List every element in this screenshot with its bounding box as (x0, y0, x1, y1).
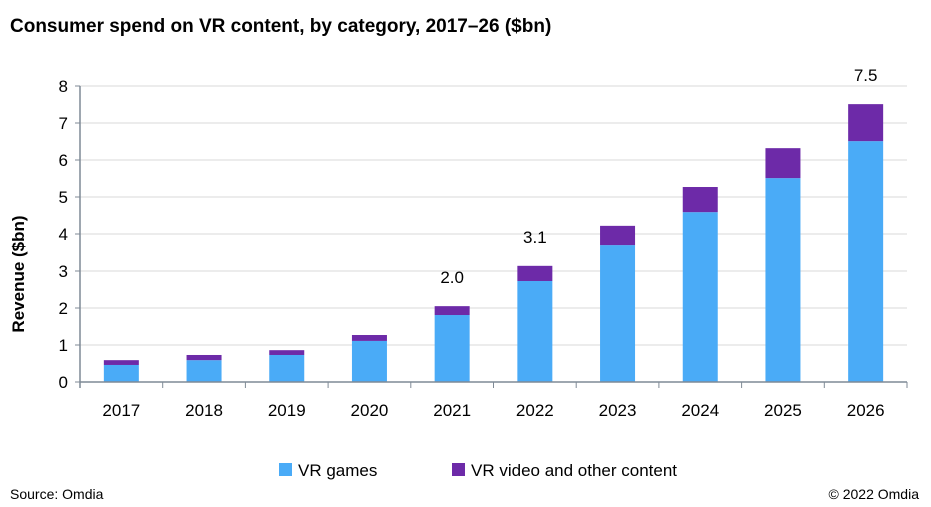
y-tick-label: 4 (59, 225, 68, 244)
bar-vr-games (682, 212, 718, 382)
data-label: 2.0 (440, 268, 464, 287)
bar-vr-games (103, 364, 139, 382)
x-tick-label: 2026 (847, 401, 885, 420)
y-axis-label: Revenue ($bn) (9, 215, 28, 332)
x-tick-label: 2019 (268, 401, 306, 420)
bar-vr-games (269, 354, 305, 382)
bar-vr-games (186, 360, 222, 382)
x-tick-label: 2018 (185, 401, 223, 420)
legend-label: VR games (298, 461, 377, 480)
data-label: 7.5 (854, 66, 878, 85)
bar-vr-games (351, 340, 387, 382)
x-tick-label: 2025 (764, 401, 802, 420)
x-tick-label: 2024 (681, 401, 719, 420)
bar-vr-games (765, 178, 801, 382)
copyright-note: © 2022 Omdia (828, 486, 919, 502)
bar-vr-video-other (517, 265, 553, 281)
x-tick-label: 2017 (102, 401, 140, 420)
y-tick-label: 0 (59, 373, 68, 392)
bar-vr-games (434, 315, 470, 382)
x-tick-label: 2023 (599, 401, 637, 420)
bar-vr-video-other (600, 225, 636, 246)
legend-swatch (452, 463, 465, 476)
source-note: Source: Omdia (10, 486, 104, 502)
bar-vr-video-other (682, 187, 718, 213)
y-tick-label: 7 (59, 114, 68, 133)
y-tick-label: 8 (59, 77, 68, 96)
y-tick-label: 6 (59, 151, 68, 170)
bar-vr-video-other (186, 354, 222, 361)
x-tick-label: 2021 (433, 401, 471, 420)
legend-swatch (279, 463, 292, 476)
chart-title: Consumer spend on VR content, by categor… (10, 16, 552, 37)
bar-vr-games (517, 280, 553, 382)
x-tick-label: 2020 (351, 401, 389, 420)
data-label: 3.1 (523, 228, 547, 247)
bar-vr-video-other (351, 335, 387, 341)
bar-vr-games (600, 245, 636, 382)
bar-vr-video-other (434, 306, 470, 316)
y-tick-label: 3 (59, 262, 68, 281)
bar-vr-video-other (765, 148, 801, 179)
y-tick-label: 1 (59, 336, 68, 355)
y-tick-label: 5 (59, 188, 68, 207)
bar-vr-games (848, 141, 884, 382)
legend-label: VR video and other content (471, 461, 677, 480)
x-tick-label: 2022 (516, 401, 554, 420)
y-tick-label: 2 (59, 299, 68, 318)
bar-vr-video-other (848, 104, 884, 142)
bar-vr-video-other (269, 350, 305, 355)
bar-vr-video-other (103, 360, 139, 365)
